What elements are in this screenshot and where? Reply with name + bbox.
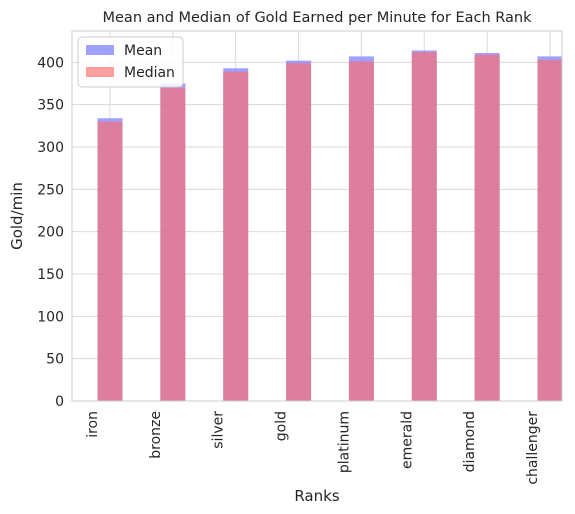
bar-median-gold — [286, 63, 312, 401]
x-tick-label: silver — [211, 411, 227, 449]
plot-frame — [71, 30, 563, 402]
bar-median-platinum — [348, 61, 374, 401]
y-tick-label: 200 — [37, 225, 64, 241]
chart-title: Mean and Median of Gold Earned per Minut… — [103, 10, 533, 26]
x-tick-label: emerald — [399, 411, 415, 469]
x-tick-label: iron — [85, 411, 101, 438]
legend-label-median: Median — [124, 65, 175, 81]
x-axis-label: Ranks — [294, 487, 339, 505]
bar-median-challenger — [537, 59, 563, 402]
y-tick-label: 250 — [37, 182, 64, 198]
y-tick-label: 350 — [37, 98, 64, 114]
legend-swatch-median — [86, 67, 114, 77]
bar-median-emerald — [411, 52, 437, 401]
legend-label-mean: Mean — [124, 43, 162, 59]
y-tick-label: 100 — [37, 309, 64, 325]
x-tick-label: bronze — [148, 411, 164, 459]
bar-median-iron — [97, 121, 123, 401]
x-tick-label: diamond — [462, 411, 478, 472]
bar-median-silver — [223, 71, 249, 401]
y-tick-label: 50 — [46, 352, 64, 368]
legend-swatch-mean — [86, 45, 114, 55]
y-tick-label: 0 — [55, 394, 64, 410]
y-tick-label: 150 — [37, 267, 64, 283]
bar-median-bronze — [160, 87, 186, 401]
y-tick-label: 300 — [37, 140, 64, 156]
bar-median-diamond — [474, 54, 500, 401]
x-tick-labels: iron bronze silver gold platinum emerald diamo… — [85, 411, 541, 485]
x-tick-label: platinum — [336, 411, 352, 473]
y-tick-label: 400 — [37, 55, 64, 71]
legend: Mean Median — [77, 36, 184, 88]
bars — [97, 50, 563, 402]
x-tick-label: gold — [274, 411, 290, 441]
x-tick-label: challenger — [525, 411, 541, 485]
y-tick-labels: 0 50 100 150 200 250 300 350 400 — [37, 55, 64, 410]
y-axis-label: Gold/min — [8, 182, 26, 250]
